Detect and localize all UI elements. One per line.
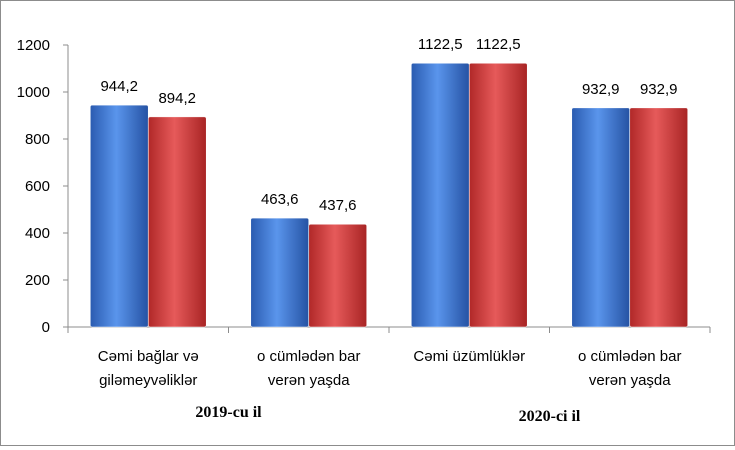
bar	[410, 62, 470, 328]
bar	[147, 116, 207, 328]
y-tick-label: 0	[42, 319, 50, 336]
y-tick-label: 600	[25, 178, 50, 195]
y-tick-label: 200	[25, 272, 50, 289]
bar	[250, 217, 310, 328]
y-tick-label: 800	[25, 131, 50, 148]
bar	[468, 62, 528, 328]
category-label: o cümlədən bar verən yaşda	[578, 348, 681, 389]
bar	[89, 104, 149, 328]
y-tick-label: 400	[25, 225, 50, 242]
bars	[89, 62, 689, 328]
category-label: Cəmi üzümlüklər	[413, 348, 525, 365]
data-label: 1122,5	[418, 36, 463, 53]
group-label: 2020-ci il	[519, 408, 581, 425]
category-label-line: verən yaşda	[589, 372, 671, 389]
category-label-line: o cümlədən bar	[257, 348, 360, 365]
y-tick-label: 1200	[17, 37, 50, 54]
bar	[571, 107, 631, 328]
data-label: 894,2	[158, 90, 196, 107]
category-label: o cümlədən bar verən yaşda	[257, 348, 360, 389]
data-label: 932,9	[640, 81, 678, 98]
category-label-line: verən yaşda	[268, 372, 350, 389]
category-label-line: Cəmi bağlar və	[98, 348, 199, 365]
category-label-line: o cümlədən bar	[578, 348, 681, 365]
bar	[308, 223, 368, 328]
y-tick-label: 1000	[17, 84, 50, 101]
data-label: 932,9	[582, 81, 620, 98]
data-label: 437,6	[319, 197, 357, 214]
data-label: 944,2	[100, 78, 138, 95]
labels: 944,2 894,2 Cəmi bağlar və giləmeyvəliklər 4…	[98, 36, 682, 425]
category-label-line: giləmeyvəliklər	[99, 372, 197, 389]
bar	[629, 107, 689, 328]
data-label: 1122,5	[476, 36, 521, 53]
data-label: 463,6	[261, 191, 299, 208]
category-label: Cəmi bağlar və giləmeyvəliklər	[98, 348, 199, 389]
group-label: 2019-cu il	[195, 404, 262, 421]
axes: 0 200 400 600 800 1000 1200	[17, 37, 711, 336]
category-label-line: Cəmi üzümlüklər	[413, 348, 525, 365]
